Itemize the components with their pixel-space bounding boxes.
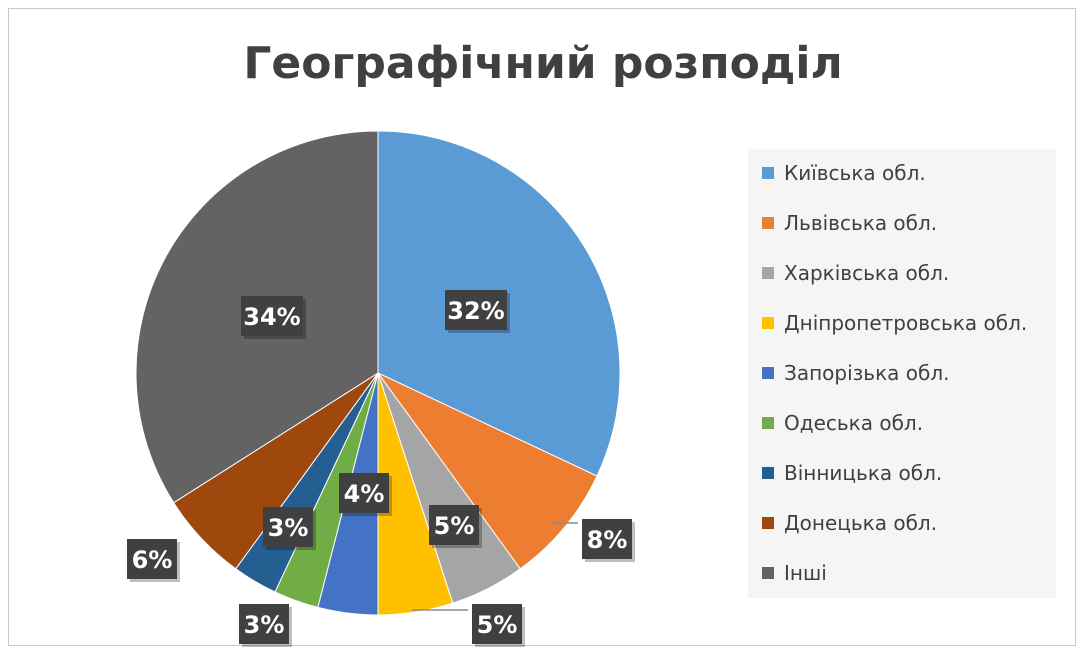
data-label-box [263, 507, 313, 547]
data-label-box [127, 539, 177, 579]
data-label-box [472, 604, 522, 644]
legend-item: Запорізька обл. [762, 361, 949, 385]
data-label-text: 5% [434, 512, 475, 540]
legend-swatch [762, 517, 774, 529]
legend-label: Інші [784, 561, 827, 585]
data-label-box [241, 296, 303, 336]
legend-label: Запорізька обл. [784, 361, 950, 385]
data-label-text: 5% [477, 611, 518, 639]
legend-swatch [762, 367, 774, 379]
chart-legend: Київська обл. Львівська обл. Харківська об… [748, 149, 1056, 598]
data-label-text: 3% [244, 611, 285, 639]
legend-swatch [762, 167, 774, 179]
legend-item: Дніпропетровська обл. [762, 311, 1027, 335]
data-label: 32% [445, 290, 510, 333]
data-label: 6% [127, 539, 180, 582]
data-label-box [239, 604, 289, 644]
data-label: 8% [582, 519, 635, 562]
legend-item: Харківська обл. [762, 261, 949, 285]
legend-label: Донецька обл. [784, 511, 938, 535]
legend-item: Вінницька обл. [762, 461, 942, 485]
legend-label: Київська обл. [784, 161, 926, 185]
chart-title: Географічний розподіл [243, 38, 843, 89]
data-label: 4% [339, 473, 392, 516]
legend-item: Донецька обл. [762, 511, 937, 535]
data-label-box [445, 290, 507, 330]
data-label-text: 8% [587, 526, 628, 554]
legend-label: Львівська обл. [784, 211, 938, 235]
legend-item: Інші [762, 561, 827, 585]
data-label-text: 6% [132, 546, 173, 574]
data-label-text: 3% [268, 514, 309, 542]
data-label: 34% [241, 296, 306, 339]
legend-item: Львівська обл. [762, 211, 937, 235]
data-label-box [339, 473, 389, 513]
legend-swatch [762, 317, 774, 329]
legend-swatch [762, 267, 774, 279]
data-label: 3% [239, 604, 292, 647]
data-label-text: 32% [447, 297, 504, 325]
legend-swatch [762, 217, 774, 229]
data-label: 5% [429, 505, 482, 548]
legend-item: Київська обл. [762, 161, 926, 185]
legend-label: Одеська обл. [784, 411, 924, 435]
legend-swatch [762, 417, 774, 429]
legend-label: Вінницька обл. [784, 461, 943, 485]
data-label-text: 4% [344, 480, 385, 508]
data-label: 3% [263, 507, 316, 550]
data-label-box [429, 505, 479, 545]
legend-swatch [762, 567, 774, 579]
data-label: 5% [472, 604, 525, 647]
legend-swatch [762, 467, 774, 479]
data-label-box [582, 519, 632, 559]
legend-label: Дніпропетровська обл. [784, 311, 1028, 335]
data-label-text: 34% [243, 303, 300, 331]
pie-slice [377, 372, 598, 570]
legend-label: Харківська обл. [784, 261, 950, 285]
legend-item: Одеська обл. [762, 411, 923, 435]
